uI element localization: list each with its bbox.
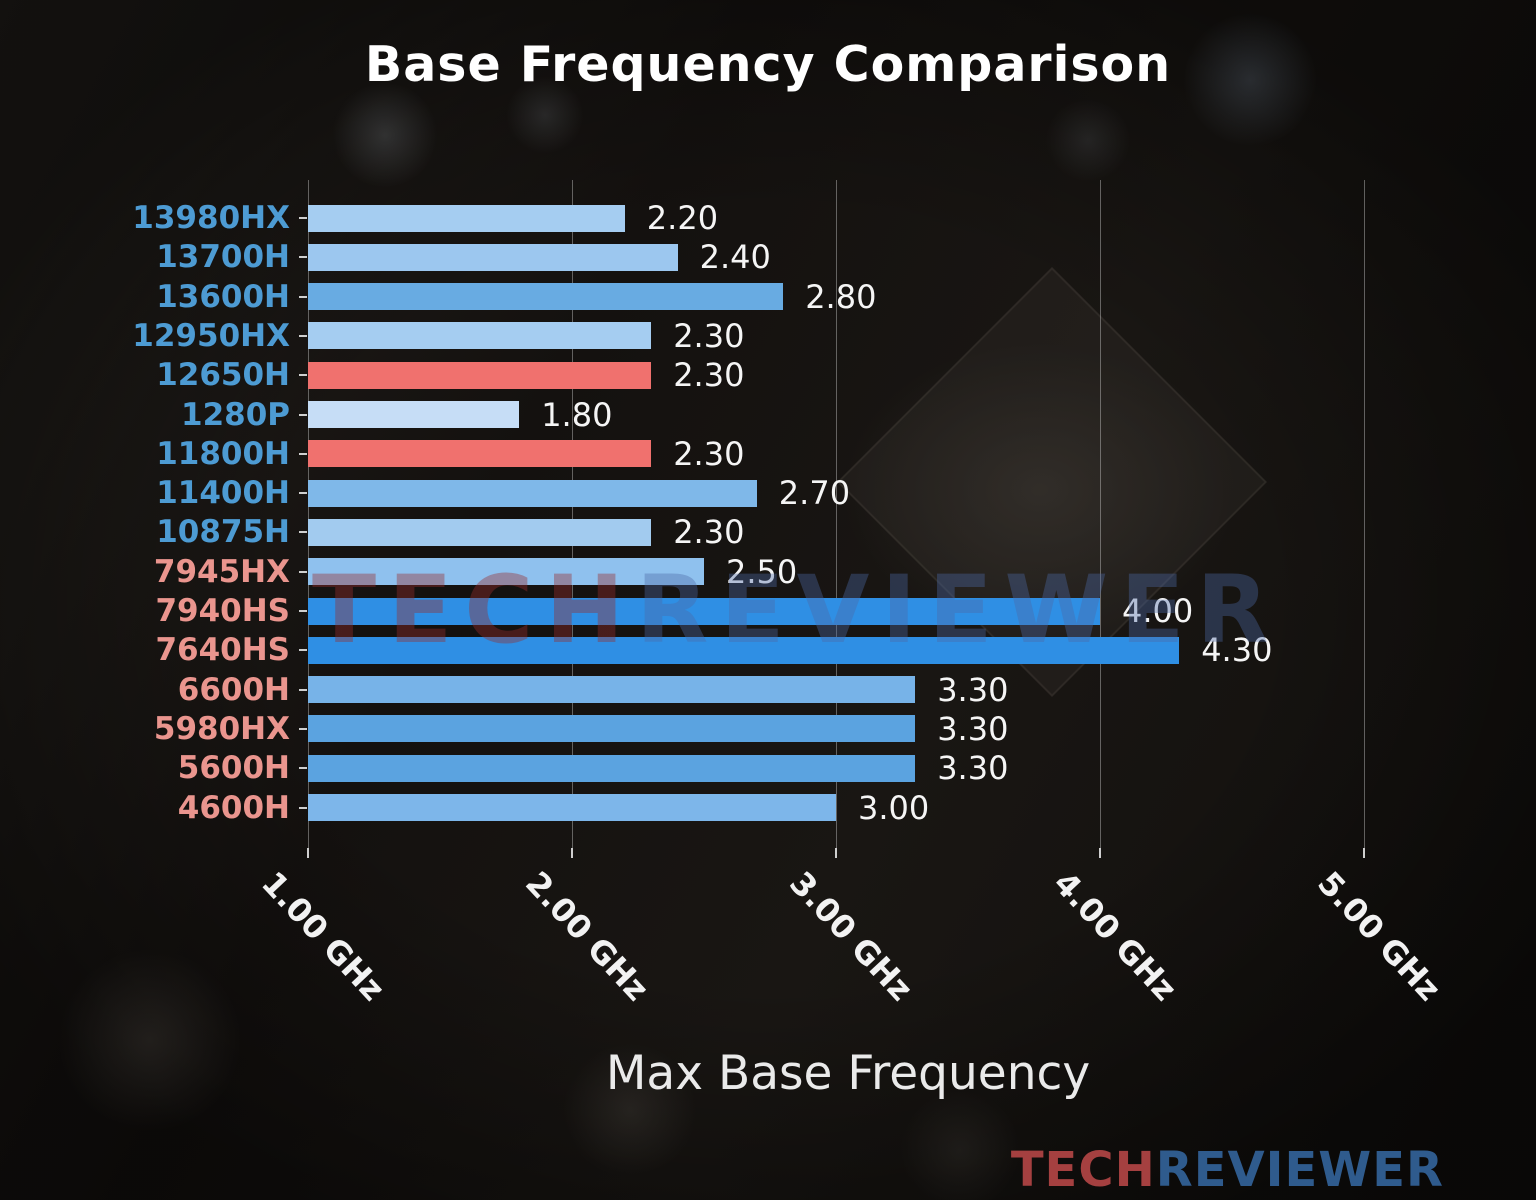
bar-10875h <box>308 518 652 546</box>
y-tick-label: 12950HX <box>132 317 290 354</box>
bar-11400h <box>308 479 757 507</box>
x-tick-mark <box>571 848 573 858</box>
y-tick-mark <box>299 374 307 377</box>
bar-1280p <box>308 401 520 428</box>
y-tick-mark <box>299 688 307 691</box>
y-tick-label: 4600H <box>177 789 290 826</box>
y-tick-mark <box>299 570 307 573</box>
y-tick-mark <box>299 531 307 534</box>
bar-13700h <box>308 243 678 271</box>
y-tick-label: 5600H <box>177 750 290 787</box>
bar-7940hs <box>308 597 1100 625</box>
x-tick-label: 2.00 GHz <box>518 864 657 1009</box>
bar-7640hs <box>308 636 1180 664</box>
bar-12650h <box>308 361 652 389</box>
y-tick-mark <box>299 767 307 770</box>
y-tick-mark <box>299 492 307 495</box>
y-tick-label: 5980HX <box>153 710 290 747</box>
y-tick-mark <box>299 295 307 298</box>
logo-tech: TECH <box>1010 1142 1156 1198</box>
x-tick-mark <box>835 848 837 858</box>
bar-12950hx <box>308 322 652 350</box>
gridline <box>1100 180 1101 848</box>
y-tick-label: 13700H <box>156 239 290 276</box>
gridline <box>308 180 309 848</box>
y-tick-mark <box>299 649 307 652</box>
bar-5600h <box>308 754 916 782</box>
bar-value-label: 2.80 <box>805 277 877 316</box>
bar-value-label: 1.80 <box>541 395 613 434</box>
bar-13980hx <box>308 204 625 232</box>
y-tick-label: 11400H <box>156 475 290 512</box>
bar-11800h <box>308 440 652 468</box>
bar-value-label: 3.30 <box>937 670 1009 709</box>
bar-value-label: 3.30 <box>937 709 1009 748</box>
bar-4600h <box>308 794 836 821</box>
bar-value-label: 2.40 <box>699 238 771 277</box>
bar-7945hx <box>308 558 704 586</box>
bar-value-label: 2.30 <box>673 513 745 552</box>
y-tick-mark <box>299 806 307 809</box>
bar-5980hx <box>308 715 916 743</box>
logo-reviewer: REVIEWER <box>1155 1142 1444 1198</box>
y-tick-mark <box>299 727 307 730</box>
bar-value-label: 2.70 <box>778 474 851 513</box>
y-tick-mark <box>299 217 307 219</box>
y-tick-mark <box>299 610 307 612</box>
x-tick-label: 4.00 GHz <box>1046 864 1185 1009</box>
x-tick-mark <box>307 848 309 858</box>
x-tick-mark <box>1099 848 1101 858</box>
bar-value-label: 2.50 <box>726 552 798 591</box>
bar-value-label: 2.20 <box>646 199 719 237</box>
bar-value-label: 2.30 <box>673 434 745 473</box>
y-tick-label: 7945HX <box>153 553 290 590</box>
bar-value-label: 4.30 <box>1201 631 1273 670</box>
y-tick-label: 12650H <box>156 357 290 394</box>
gridline <box>836 180 837 848</box>
x-tick-mark <box>1363 848 1365 858</box>
x-tick-label: 3.00 GHz <box>782 864 921 1009</box>
y-tick-label: 10875H <box>156 514 290 551</box>
y-tick-label: 13980HX <box>132 200 290 236</box>
bar-6600h <box>308 676 916 704</box>
y-tick-mark <box>299 413 307 416</box>
bar-value-label: 2.30 <box>673 316 745 355</box>
bar-value-label: 4.00 <box>1122 592 1194 630</box>
y-tick-label: 7940HS <box>155 593 290 629</box>
x-axis-title: Max Base Frequency <box>605 1046 1091 1101</box>
y-tick-mark <box>299 452 307 455</box>
y-tick-mark <box>299 256 307 259</box>
bar-value-label: 2.30 <box>673 356 745 395</box>
techreviewer-logo: TECHREVIEWER <box>1011 1142 1444 1198</box>
bar-value-label: 3.00 <box>858 788 930 827</box>
chart-title: Base Frequency Comparison <box>364 36 1172 93</box>
gridline <box>572 180 573 848</box>
y-tick-label: 11800H <box>156 435 290 472</box>
y-tick-label: 13600H <box>156 278 290 315</box>
x-tick-label: 1.00 GHz <box>254 864 393 1009</box>
bar-value-label: 3.30 <box>937 749 1009 788</box>
gridline <box>1364 180 1365 848</box>
bar-13600h <box>308 283 784 311</box>
y-tick-mark <box>299 334 307 337</box>
x-tick-label: 5.00 GHz <box>1310 864 1449 1009</box>
y-tick-label: 7640HS <box>155 632 290 669</box>
y-tick-label: 6600H <box>177 671 290 708</box>
y-tick-label: 1280P <box>181 396 290 433</box>
